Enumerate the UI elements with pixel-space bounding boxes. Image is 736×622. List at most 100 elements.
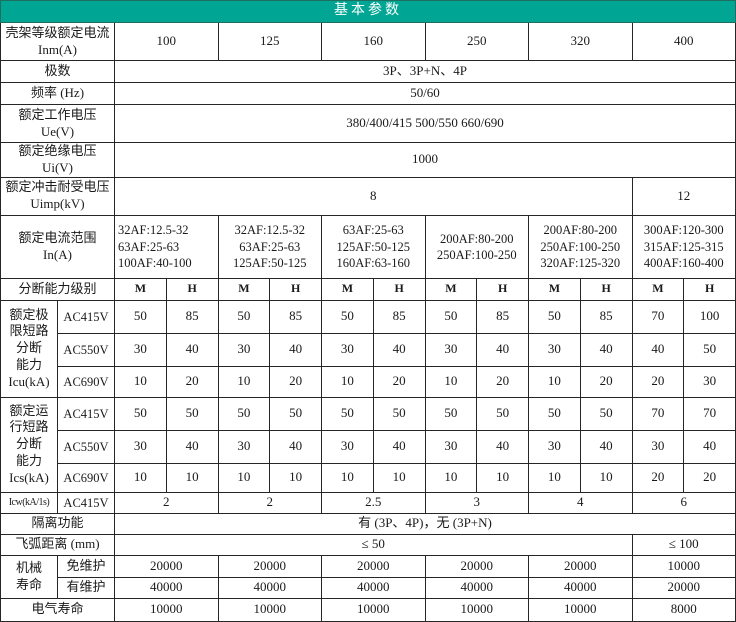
icu-sub-label: AC550V [57,332,115,367]
icw-value: 4 [528,491,633,514]
icw-sub-label: AC415V [57,491,115,514]
ics-value: 40 [683,429,736,464]
breaking-class-value: M [528,277,581,301]
ics-value: 30 [114,429,167,464]
icu-ac550v-row: AC550V 30 40 30 40 30 40 30 40 30 40 40 … [1,332,736,367]
icu-value: 40 [579,332,633,367]
impulse-voltage-value-left: 8 [114,176,633,216]
icu-ac690v-row: AC690V 10 20 10 20 10 20 10 20 10 20 20 … [1,365,736,398]
icu-value: 20 [579,365,633,398]
ics-sub-label: AC690V [57,462,115,493]
icu-value: 20 [165,365,219,398]
icw-value: 2.5 [321,491,426,514]
mech-life-label: 机械 寿命 [0,554,58,599]
mech-life-value: 40000 [528,576,633,599]
icu-ac415v-row: 额定极 限短路 分断 能力 Icu(kA) AC415V 50 85 50 85… [0,299,736,398]
breaking-class-value: M [217,277,271,301]
icu-value: 50 [217,299,271,334]
icu-value: 10 [424,365,478,398]
mech-life-value: 20000 [321,554,426,578]
breaking-class-value: M [424,277,478,301]
breaking-class-value: H [476,277,529,301]
icu-value: 70 [631,299,685,334]
icu-value: 85 [372,299,426,334]
ics-value: 70 [683,396,736,431]
frame-current-row: 壳架等级额定电流 Inm(A) 100 125 160 250 320 400 [0,22,736,61]
ics-value: 30 [217,429,271,464]
icu-value: 40 [476,332,529,367]
poles-label: 极数 [0,60,115,83]
ics-value: 40 [476,429,529,464]
ics-value: 50 [165,396,219,431]
frame-current-value: 100 [114,22,219,61]
ics-value: 30 [321,429,374,464]
icw-row: Icw(kA/1s) AC415V 2 2 2.5 3 4 6 [0,491,736,514]
mech-life-value: 10000 [631,554,736,578]
table-title: 基本参数 [0,0,736,23]
icu-value: 10 [528,365,581,398]
icu-value: 50 [528,299,581,334]
mech-life-sub-label: 免维护 [57,554,115,578]
current-range-value: 32AF:12.5-32 63AF:25-63 100AF:40-100 [114,214,219,279]
poles-value: 3P、3P+N、4P [114,60,736,83]
current-range-row: 额定电流范围 In(A) 32AF:12.5-32 63AF:25-63 100… [0,214,736,279]
current-range-value: 300AF:120-300 315AF:125-315 400AF:160-40… [631,214,736,279]
ics-value: 40 [579,429,633,464]
elec-life-label: 电气寿命 [0,597,115,622]
ics-value: 50 [476,396,529,431]
elec-life-value: 10000 [114,597,219,622]
ics-value: 10 [579,462,633,493]
frame-current-value: 160 [321,22,426,61]
working-voltage-label: 额定工作电压 Ue(V) [0,104,115,143]
ics-value: 10 [165,462,219,493]
icu-value: 100 [683,299,736,334]
icu-value: 30 [424,332,478,367]
elec-life-value: 10000 [528,597,633,622]
isolation-value: 有 (3P、4P)，无 (3P+N) [114,512,736,535]
insulation-voltage-label: 额定绝缘电压 Ui(V) [0,142,115,178]
isolation-label: 隔离功能 [0,512,115,535]
icu-value: 10 [217,365,271,398]
impulse-voltage-label: 额定冲击耐受电压 Uimp(kV) [0,176,115,216]
icu-value: 10 [321,365,374,398]
icu-value: 30 [528,332,581,367]
ics-value: 50 [372,396,426,431]
icu-value: 40 [372,332,426,367]
icu-value: 30 [217,332,271,367]
icw-label: Icw(kA/1s) [0,491,58,514]
icu-value: 85 [269,299,322,334]
poles-row: 极数 3P、3P+N、4P [0,60,736,83]
frequency-value: 50/60 [114,82,736,105]
ics-value: 40 [372,429,426,464]
mech-life-value: 40000 [424,576,529,599]
breaking-class-value: M [114,277,167,301]
arc-distance-value-right: ≤ 100 [631,533,736,556]
impulse-voltage-row: 额定冲击耐受电压 Uimp(kV) 8 12 [0,176,736,216]
icw-value: 6 [631,491,736,514]
working-voltage-row: 额定工作电压 Ue(V) 380/400/415 500/550 660/690 [0,104,736,143]
ics-value: 10 [321,462,374,493]
ics-value: 50 [217,396,271,431]
ics-value: 30 [528,429,581,464]
mech-life-maintained-row: 有维护 40000 40000 40000 40000 40000 20000 [1,576,736,599]
ics-sub-label: AC415V [57,396,115,431]
ics-value: 20 [683,462,736,493]
icu-value: 30 [683,365,736,398]
ics-value: 50 [321,396,374,431]
mech-life-value: 20000 [114,554,219,578]
icu-value: 20 [476,365,529,398]
ics-ac690v-row: AC690V 10 10 10 10 10 10 10 10 10 10 20 … [1,462,736,493]
elec-life-value: 10000 [424,597,529,622]
insulation-voltage-value: 1000 [114,142,736,178]
current-range-label: 额定电流范围 In(A) [0,214,115,279]
breaking-class-value: H [165,277,219,301]
breaking-class-value: H [579,277,633,301]
frequency-row: 频率 (Hz) 50/60 [0,82,736,105]
impulse-voltage-value-right: 12 [631,176,736,216]
mech-life-value: 20000 [217,554,322,578]
mech-life-sub-label: 有维护 [57,576,115,599]
frequency-label: 频率 (Hz) [0,82,115,105]
breaking-class-value: M [321,277,374,301]
frame-current-value: 125 [217,22,322,61]
